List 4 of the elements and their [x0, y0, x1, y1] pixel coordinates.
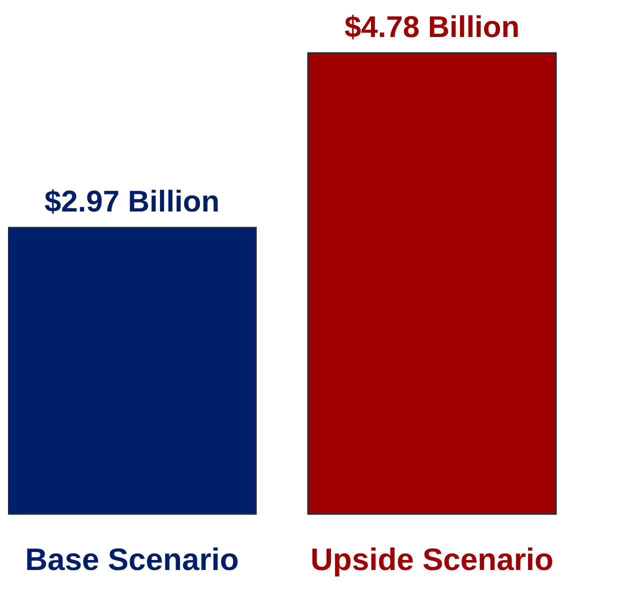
x-tick-label: Base Scenario [25, 542, 239, 577]
data-label: $4.78 Billion [344, 11, 520, 44]
data-label: $2.97 Billion [44, 186, 220, 219]
x-tick-label: Upside Scenario [310, 542, 554, 577]
